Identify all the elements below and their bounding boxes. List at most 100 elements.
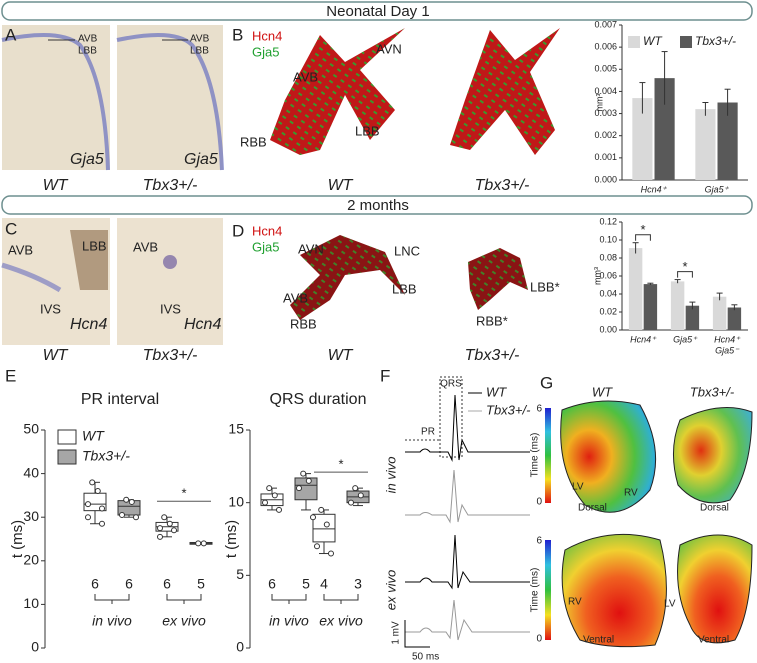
stain-label: Gja5 [184, 151, 218, 168]
bar [695, 109, 716, 180]
y-axis-label: t (ms) [223, 520, 240, 558]
y-tick-label: 10 [228, 493, 244, 509]
n-label: 4 [320, 576, 328, 592]
group-bracket [323, 594, 359, 604]
histology-image [117, 218, 223, 345]
ecg-trace [405, 469, 530, 524]
y-tick-label: 0.003 [594, 108, 617, 118]
stain [1, 262, 62, 293]
significance-label: * [181, 486, 186, 501]
y-tick-label: 0.001 [594, 152, 617, 162]
y-tick-label: 0.002 [594, 130, 617, 140]
group-label: in vivo [269, 613, 309, 629]
y-tick-label: 15 [228, 421, 244, 437]
colorbar-label: Time (ms) [530, 433, 541, 478]
x-tick-label: Hcn4⁺ [714, 334, 741, 344]
y-tick-label: 0.06 [599, 270, 617, 280]
y-tick-label: 0.02 [599, 306, 617, 316]
significance-label: * [640, 222, 645, 237]
legend-label: Tbx3+/- [486, 402, 531, 417]
data-point [266, 485, 273, 492]
y-tick-label: 5 [236, 566, 244, 582]
box [294, 477, 318, 501]
reconstruction [270, 28, 560, 155]
legend-label: WT [82, 428, 105, 444]
ecg-trace [405, 394, 530, 462]
y-tick-label: 0.04 [599, 288, 617, 298]
histology-image [2, 25, 110, 170]
box [312, 513, 336, 543]
label: LBB [78, 46, 97, 57]
y-axis-label: t (ms) [9, 520, 26, 558]
data-point [133, 514, 139, 521]
panel-letter: G [540, 373, 553, 392]
activation-map [560, 400, 657, 513]
data-point [166, 520, 173, 527]
label: IVS [40, 301, 61, 316]
panel-letter: E [5, 366, 16, 385]
label: AVN [376, 41, 402, 56]
group-bracket [166, 594, 202, 604]
legend-label: Tbx3+/- [82, 448, 130, 464]
y-tick-label: 10 [23, 595, 39, 611]
significance-bracket [677, 271, 693, 278]
bar [712, 296, 727, 330]
n-label: 5 [302, 576, 310, 592]
genotype: WT [43, 177, 69, 194]
ecg-trace [405, 599, 530, 641]
group-label: ex vivo [319, 613, 363, 629]
legend-label: WT [643, 34, 663, 48]
label: PR [421, 427, 435, 438]
colorbar-tick: 6 [536, 404, 542, 415]
label: RBB [240, 134, 267, 149]
data-point [99, 520, 105, 527]
stain-label: Hcn4 [70, 316, 107, 333]
genotype: WT [43, 347, 69, 364]
legend-label: Gja5 [252, 44, 279, 59]
y-tick-label: 0.007 [594, 19, 617, 29]
y-tick-label: 0.006 [594, 42, 617, 52]
significance-label: * [682, 259, 687, 274]
data-point [262, 499, 268, 506]
panel-letter: D [232, 221, 244, 240]
label: Ventral [583, 635, 614, 646]
label: RBB [290, 316, 317, 331]
legend-swatch [57, 449, 77, 465]
y-tick-label: 0.004 [594, 86, 617, 96]
bar [685, 305, 700, 330]
n-label: 5 [197, 576, 205, 592]
data-point [200, 540, 207, 547]
label: LNC [394, 243, 420, 258]
n-label: 3 [354, 576, 362, 592]
scale-bar [404, 620, 430, 648]
n-label: 6 [268, 576, 276, 592]
y-tick-label: 50 [23, 421, 39, 437]
genotype: Tbx3+/- [143, 177, 198, 194]
y-tick-label: 40 [23, 464, 39, 480]
label: LBB [392, 281, 417, 296]
genotype: Tbx3+/- [465, 347, 520, 364]
label: Dorsal [700, 503, 729, 514]
x-tick-label: Gja5⁻ [715, 345, 740, 355]
colorbar [545, 540, 551, 640]
label: LV [664, 599, 676, 610]
stain-label: Gja5 [70, 151, 104, 168]
y-tick-label: 0.00 [599, 324, 617, 334]
legend-label: WT [486, 384, 507, 399]
banner [1, 195, 753, 215]
data-point [276, 506, 282, 513]
y-tick-label: 0.12 [599, 216, 617, 226]
panel-letter: B [232, 25, 243, 44]
y-tick-label: 0.10 [599, 234, 617, 244]
group-bracket [271, 594, 307, 604]
scale-label: 1 mV [391, 621, 402, 645]
colorbar-tick: 6 [536, 536, 542, 547]
genotype: WT [328, 347, 354, 364]
data-point [89, 479, 96, 486]
chart-title: PR interval [81, 391, 159, 408]
data-point [94, 488, 101, 495]
banner-title: Neonatal Day 1 [326, 3, 429, 20]
stain [163, 255, 177, 269]
label: AVB [8, 242, 33, 257]
